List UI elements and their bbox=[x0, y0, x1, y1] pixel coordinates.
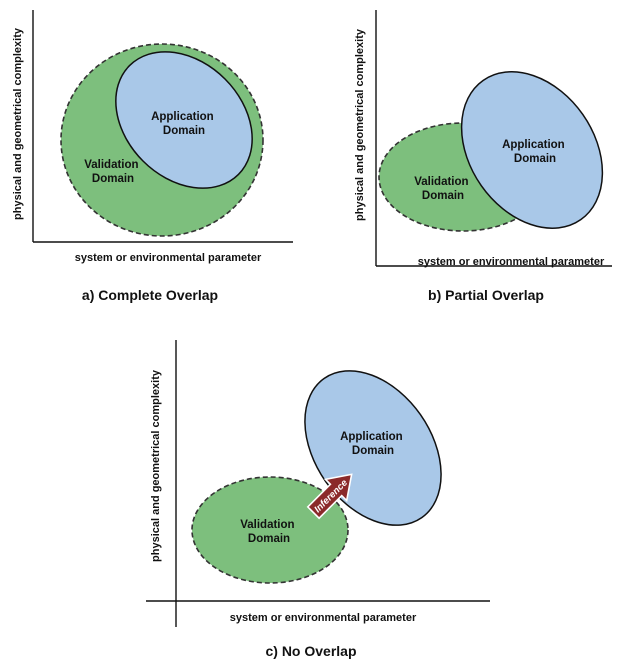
inference-arrow-shape bbox=[306, 473, 353, 520]
panel-a-application-label: Application Domain bbox=[151, 111, 217, 137]
panel-a-validation-label: Validation Domain bbox=[84, 159, 142, 185]
panel-c-validation-domain bbox=[191, 476, 349, 584]
panel-c: physical and geometrical complexity syst… bbox=[146, 340, 490, 659]
panel-b-x-axis-label: system or environmental parameter bbox=[418, 256, 605, 268]
panel-b-caption: b) Partial Overlap bbox=[428, 287, 544, 303]
panel-a: physical and geometrical complexity syst… bbox=[12, 10, 293, 303]
panel-c-application-label: Application Domain bbox=[340, 431, 406, 457]
panel-c-y-axis-label: physical and geometrical complexity bbox=[150, 369, 162, 562]
panel-a-application-domain bbox=[115, 51, 253, 189]
panel-c-validation-label: Validation Domain bbox=[240, 519, 298, 545]
panel-a-y-axis-label: physical and geometrical complexity bbox=[12, 27, 24, 220]
panel-b-validation-label: Validation Domain bbox=[414, 176, 472, 202]
panel-a-caption: a) Complete Overlap bbox=[82, 287, 218, 303]
panel-b-application-domain bbox=[460, 71, 604, 229]
panel-b: physical and geometrical complexity syst… bbox=[354, 10, 612, 303]
panel-b-application-label: Application Domain bbox=[502, 139, 568, 165]
panel-c-x-axis-label: system or environmental parameter bbox=[230, 612, 417, 624]
panel-c-caption: c) No Overlap bbox=[265, 643, 356, 659]
panel-b-y-axis-label: physical and geometrical complexity bbox=[354, 28, 366, 221]
panel-a-x-axis-label: system or environmental parameter bbox=[75, 252, 262, 264]
